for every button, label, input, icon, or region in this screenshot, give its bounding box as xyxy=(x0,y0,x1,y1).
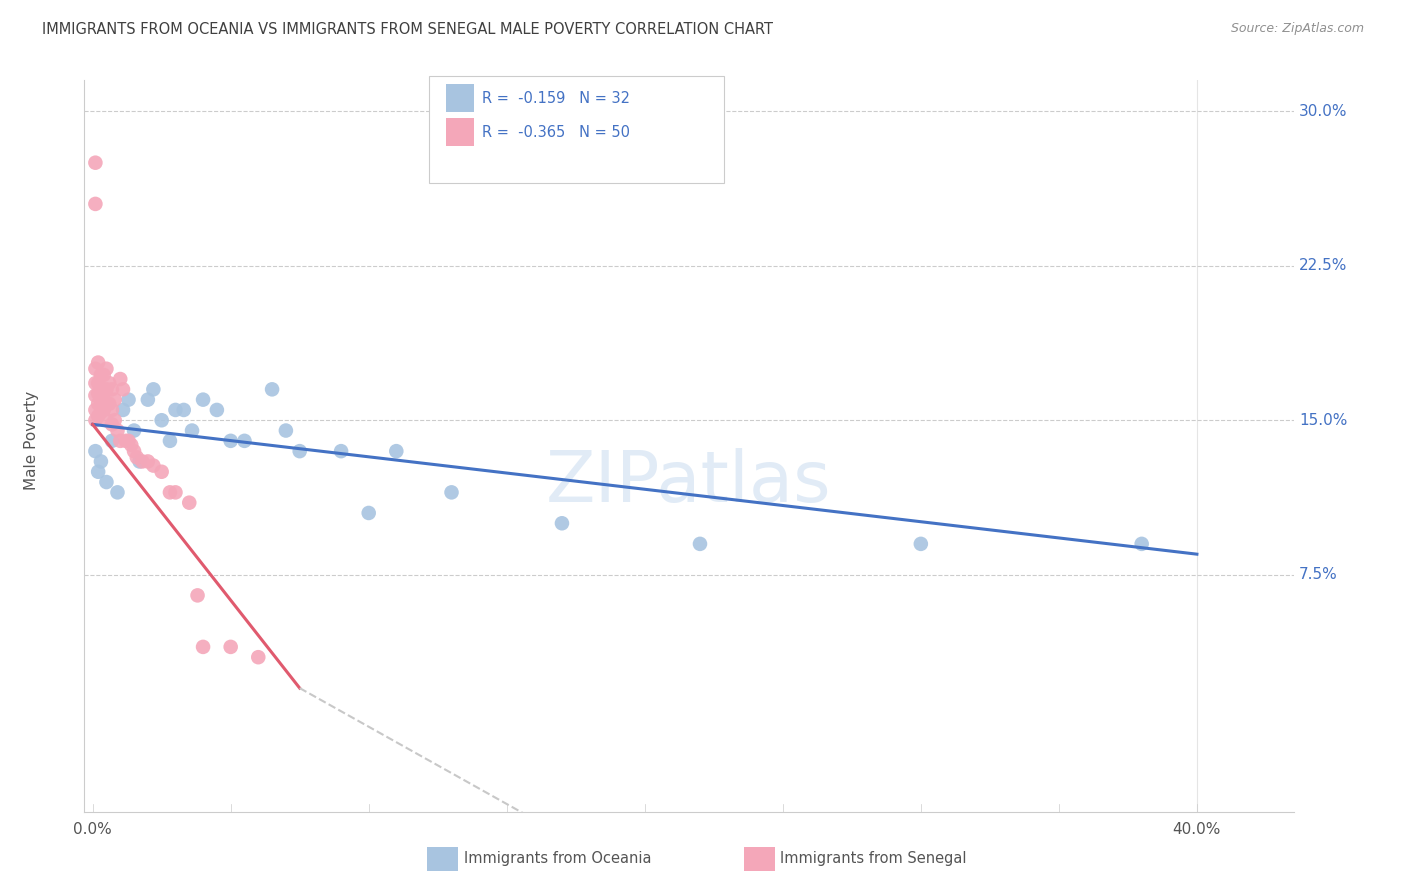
Point xyxy=(101,434,124,448)
Point xyxy=(98,376,121,391)
Point xyxy=(84,376,107,391)
Point xyxy=(219,640,242,654)
Point xyxy=(98,397,121,411)
Point xyxy=(84,361,107,376)
Point xyxy=(84,403,107,417)
Point xyxy=(87,386,110,401)
Text: 7.5%: 7.5% xyxy=(1299,567,1337,582)
Point xyxy=(122,424,145,438)
Point xyxy=(120,438,142,452)
Text: IMMIGRANTS FROM OCEANIA VS IMMIGRANTS FROM SENEGAL MALE POVERTY CORRELATION CHAR: IMMIGRANTS FROM OCEANIA VS IMMIGRANTS FR… xyxy=(42,22,773,37)
Point xyxy=(96,475,118,489)
Point xyxy=(165,403,187,417)
Point xyxy=(84,197,107,211)
Point xyxy=(165,485,187,500)
Text: Immigrants from Oceania: Immigrants from Oceania xyxy=(464,852,651,866)
Point xyxy=(136,454,159,468)
Point xyxy=(110,372,132,386)
Point xyxy=(84,388,107,402)
Point xyxy=(159,434,181,448)
Text: R =  -0.159   N = 32: R = -0.159 N = 32 xyxy=(482,91,630,105)
Point xyxy=(262,382,284,396)
Point xyxy=(551,516,574,531)
Point xyxy=(114,434,136,448)
Point xyxy=(101,417,124,432)
Point xyxy=(96,361,118,376)
Point xyxy=(84,413,107,427)
Point xyxy=(173,403,195,417)
Point xyxy=(233,434,256,448)
Point xyxy=(150,465,173,479)
Point xyxy=(142,458,165,473)
Point xyxy=(159,485,181,500)
Point xyxy=(96,382,118,396)
Point xyxy=(110,434,132,448)
Point xyxy=(142,382,165,396)
Point xyxy=(117,434,139,448)
Text: 30.0%: 30.0% xyxy=(1299,103,1347,119)
Point xyxy=(93,368,115,382)
Point xyxy=(107,485,129,500)
Point xyxy=(87,465,110,479)
Point xyxy=(111,382,134,396)
Text: Immigrants from Senegal: Immigrants from Senegal xyxy=(780,852,967,866)
Text: 40.0%: 40.0% xyxy=(1173,822,1220,837)
Point xyxy=(111,403,134,417)
Point xyxy=(181,424,204,438)
Point xyxy=(90,454,112,468)
Point xyxy=(689,537,711,551)
Text: Source: ZipAtlas.com: Source: ZipAtlas.com xyxy=(1230,22,1364,36)
Point xyxy=(136,392,159,407)
Point xyxy=(330,444,353,458)
Point xyxy=(107,424,129,438)
Point xyxy=(288,444,311,458)
Point xyxy=(187,588,209,602)
Point xyxy=(117,392,139,407)
Point xyxy=(357,506,380,520)
Point xyxy=(101,382,124,396)
Point xyxy=(125,450,148,465)
Point xyxy=(385,444,408,458)
Point xyxy=(1130,537,1153,551)
Point xyxy=(96,397,118,411)
Point xyxy=(93,386,115,401)
Point xyxy=(87,409,110,424)
Point xyxy=(219,434,242,448)
Point xyxy=(191,640,214,654)
Point xyxy=(150,413,173,427)
Point xyxy=(87,355,110,369)
Point xyxy=(191,392,214,407)
Point xyxy=(90,382,112,396)
Point xyxy=(104,392,127,407)
Text: 15.0%: 15.0% xyxy=(1299,413,1347,428)
Text: ZIPatlas: ZIPatlas xyxy=(546,448,832,517)
Point xyxy=(90,405,112,419)
Point xyxy=(87,397,110,411)
Point xyxy=(96,413,118,427)
Text: Male Poverty: Male Poverty xyxy=(24,392,39,491)
Text: R =  -0.365   N = 50: R = -0.365 N = 50 xyxy=(482,125,630,139)
Text: 22.5%: 22.5% xyxy=(1299,258,1347,273)
Point xyxy=(87,376,110,391)
Point xyxy=(90,368,112,382)
Point xyxy=(131,454,153,468)
Point xyxy=(179,496,201,510)
Point xyxy=(84,444,107,458)
Point xyxy=(122,444,145,458)
Point xyxy=(90,392,112,407)
Point xyxy=(93,403,115,417)
Point xyxy=(84,155,107,169)
Point xyxy=(205,403,228,417)
Point xyxy=(247,650,270,665)
Point xyxy=(910,537,932,551)
Text: 0.0%: 0.0% xyxy=(73,822,112,837)
Point xyxy=(128,454,150,468)
Point xyxy=(101,403,124,417)
Point xyxy=(440,485,463,500)
Point xyxy=(104,413,127,427)
Point xyxy=(274,424,297,438)
